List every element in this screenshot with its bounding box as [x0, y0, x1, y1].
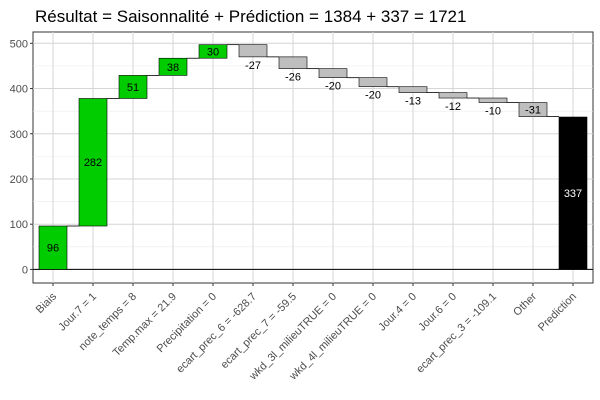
- data-label: -26: [285, 72, 301, 84]
- x-tick-label: Jour.7 = 1: [56, 291, 99, 334]
- y-tick-label: 400: [10, 84, 28, 96]
- data-label: -27: [245, 60, 261, 72]
- bar: [158, 57, 188, 76]
- data-label: -10: [485, 106, 501, 118]
- y-axis: 0 100 200 300 400 500: [10, 38, 33, 276]
- data-label: -20: [365, 90, 381, 102]
- bar: [198, 44, 228, 59]
- bar: [478, 97, 508, 103]
- data-label: 51: [127, 82, 139, 94]
- data-label: 30: [207, 46, 219, 58]
- plot-panel: [32, 31, 594, 284]
- bar: [558, 116, 588, 270]
- data-label: -12: [445, 101, 461, 113]
- x-tick-label: Jour.4 = 0: [376, 291, 419, 334]
- x-tick-label: Other: [511, 290, 539, 318]
- y-tick-label: 0: [22, 264, 28, 276]
- y-tick-label: 500: [10, 38, 28, 50]
- bar: [398, 86, 428, 93]
- data-label: -13: [405, 96, 421, 108]
- connectors: [67, 44, 559, 227]
- bar: [78, 98, 108, 227]
- y-tick-label: 100: [10, 219, 28, 231]
- y-tick-label: 300: [10, 129, 28, 141]
- bar: [358, 77, 388, 88]
- x-tick-label: Biais: [34, 290, 60, 316]
- bar: [518, 102, 548, 117]
- bars: [38, 44, 588, 270]
- bar: [438, 92, 468, 99]
- data-label: 96: [47, 243, 59, 255]
- x-tick-label: Jour.6 = 0: [416, 291, 459, 334]
- bar: [118, 75, 148, 99]
- data-label: -31: [525, 105, 541, 117]
- x-tick-label: Prediction: [536, 291, 579, 334]
- x-tick-label: ecart_prec_3 = -109.1: [414, 291, 499, 376]
- data-labels: 96 282 51 38 30 -27 -26 -20 -20 -13 -12 -10 -31 337: [47, 46, 582, 254]
- data-label: 282: [84, 157, 102, 169]
- data-label: 38: [167, 62, 179, 74]
- bar: [238, 44, 268, 58]
- bar: [38, 225, 68, 270]
- data-label: -20: [325, 81, 341, 93]
- data-label: 337: [564, 188, 582, 200]
- x-tick-label: ecart_prec_7 = -59.5: [219, 291, 299, 371]
- bar: [318, 68, 348, 78]
- bar: [278, 56, 308, 69]
- x-tick-label: ecart_prec_6 = -628.7: [174, 291, 259, 376]
- y-tick-label: 200: [10, 174, 28, 186]
- chart-title: Résultat = Saisonnalité + Prédiction = 1…: [35, 7, 466, 26]
